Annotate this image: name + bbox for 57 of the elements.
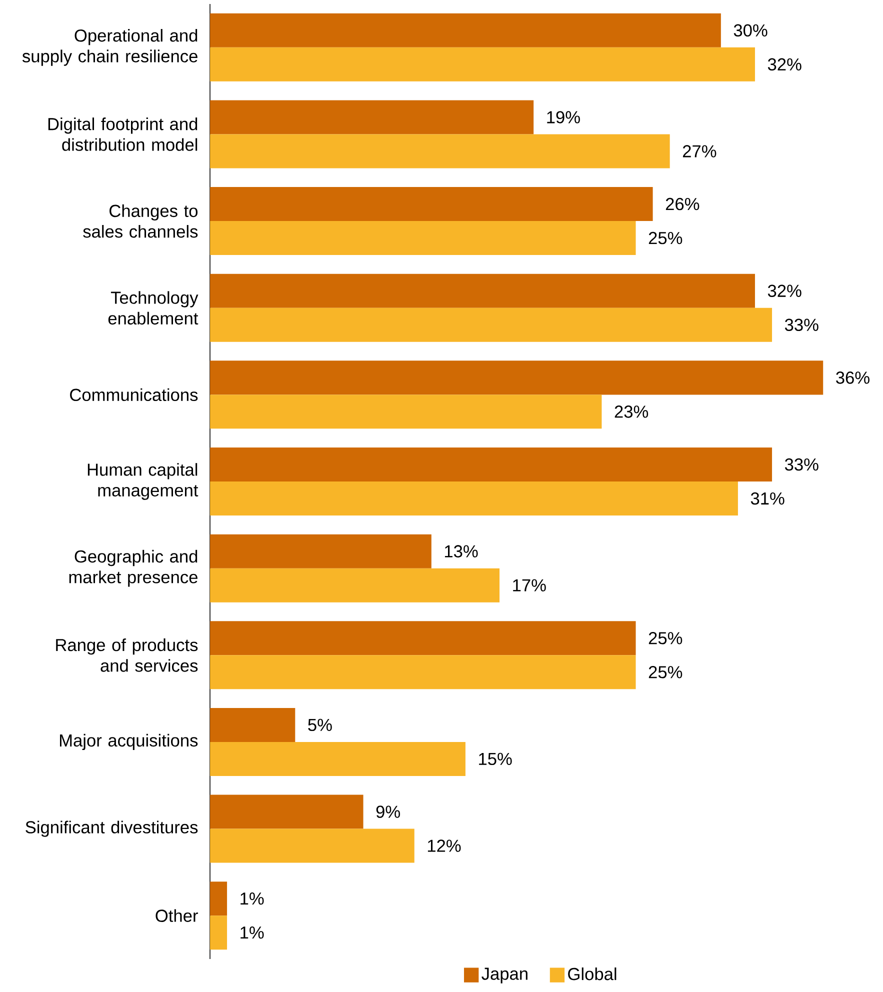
data-label: 17%	[513, 579, 546, 592]
data-label: 9%	[376, 806, 400, 818]
y-tick-label: Technology enablement	[108, 291, 198, 325]
bar	[210, 916, 228, 950]
bar	[210, 13, 721, 48]
bar	[210, 274, 755, 308]
bar	[210, 828, 414, 863]
y-tick-label: Communications	[70, 388, 198, 402]
bar	[210, 360, 824, 395]
data-label: 26%	[666, 198, 700, 210]
data-label: 23%	[614, 406, 648, 418]
bar	[210, 47, 755, 82]
bar	[210, 221, 636, 256]
data-label: 25%	[648, 666, 682, 678]
bar	[210, 655, 636, 690]
data-label: 25%	[648, 232, 682, 244]
y-tick-label: Geographic and market presence	[69, 550, 198, 587]
bar	[210, 394, 602, 429]
data-label: 31%	[750, 492, 784, 505]
bar	[210, 534, 432, 568]
data-label: 1%	[240, 892, 264, 905]
data-label: 30%	[734, 24, 768, 37]
bar	[210, 882, 228, 916]
data-label: 27%	[682, 145, 716, 158]
bar	[210, 742, 466, 776]
bar	[210, 448, 772, 482]
bar	[210, 568, 500, 602]
y-tick-label: Human capital management	[88, 463, 198, 500]
data-label: 12%	[428, 840, 461, 852]
legend-label: Japan	[482, 968, 528, 984]
y-tick-label: Operational and supply chain resilience	[22, 28, 198, 66]
bar	[210, 482, 738, 516]
y-tick-label: Significant divestitures	[26, 820, 198, 837]
bar	[210, 708, 296, 742]
data-label: 36%	[836, 372, 870, 384]
data-label: 19%	[547, 111, 580, 124]
legend-label: Global	[568, 967, 616, 980]
bar	[210, 187, 653, 222]
data-label: 25%	[648, 632, 682, 644]
data-label: 13%	[444, 545, 478, 558]
y-tick-label: Digital footprint and distribution model	[48, 118, 198, 151]
data-label: 32%	[768, 284, 802, 298]
data-label: 5%	[308, 718, 332, 732]
bar	[210, 308, 772, 342]
data-label: 33%	[784, 318, 818, 332]
data-label: 33%	[784, 458, 818, 471]
y-tick-label: Other	[156, 909, 198, 922]
y-tick-label: Changes to sales channels	[83, 204, 198, 238]
data-label: 15%	[479, 752, 512, 766]
data-label: 1%	[240, 926, 264, 939]
y-tick-label: Major acquisitions	[60, 734, 198, 750]
bar	[210, 621, 636, 656]
bar	[210, 100, 534, 134]
y-tick-label: Range of products and services	[56, 638, 198, 672]
data-label: 32%	[768, 58, 802, 71]
bar	[210, 794, 364, 829]
bar	[210, 134, 670, 168]
